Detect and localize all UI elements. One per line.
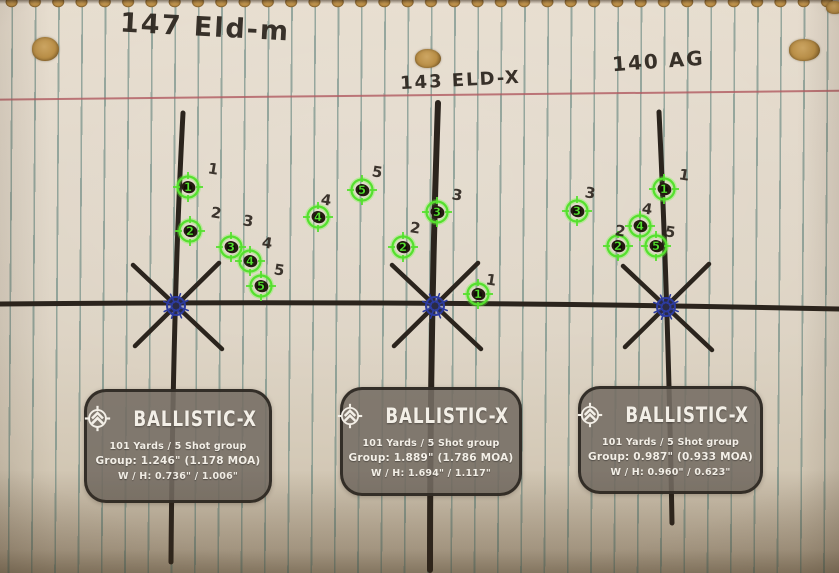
aim-x-mark — [389, 260, 484, 352]
ballistic-panel-1: BALLISTIC-X 101 Yards / 5 Shot group Gro… — [84, 389, 272, 503]
panel-stats: 101 Yards / 5 Shot group Group: 0.987" (… — [588, 436, 753, 480]
stat-distance-shots: 101 Yards / 5 Shot group — [601, 437, 740, 448]
target-line-vertical — [427, 100, 441, 573]
stat-width-height: W / H: 0.736" / 1.006" — [117, 471, 239, 482]
brand-row: BALLISTIC-X — [337, 403, 524, 429]
stat-group-size: Group: 1.246" (1.178 MOA) — [95, 455, 261, 468]
ballistic-panel-3: BALLISTIC-X 101 Yards / 5 Shot group Gro… — [577, 386, 764, 494]
stat-distance-shots: 101 Yards / 5 Shot group — [109, 441, 247, 452]
aim-x-mark — [130, 260, 225, 352]
brand-row: BALLISTIC-X — [84, 405, 272, 432]
aim-point-scribble — [421, 292, 449, 320]
aim-point-scribble — [652, 293, 680, 321]
paper-hole — [789, 39, 820, 61]
stat-width-height: W / H: 0.960" / 0.623" — [610, 467, 731, 478]
target-line-horizontal — [0, 300, 839, 312]
ballistic-x-brand: BALLISTIC-X — [385, 404, 510, 428]
stat-group-size: Group: 0.987" (0.933 MOA) — [588, 451, 753, 464]
paper-hole — [826, 1, 839, 14]
ballistic-x-logo-icon — [577, 402, 603, 428]
panel-stats: 101 Yards / 5 Shot group Group: 1.889" (… — [349, 437, 514, 481]
ballistic-x-logo-icon — [338, 403, 363, 429]
aim-x-mark — [620, 261, 715, 353]
stat-group-size: Group: 1.889" (1.786 MOA) — [348, 452, 514, 465]
perforation-shadow — [0, 0, 839, 4]
ballistic-x-logo-icon — [84, 405, 111, 432]
stat-distance-shots: 101 Yards / 5 Shot group — [362, 438, 500, 449]
brand-row: BALLISTIC-X — [577, 402, 764, 428]
aim-point-scribble — [162, 292, 190, 320]
paper-hole — [415, 49, 441, 68]
stat-width-height: W / H: 1.694" / 1.117" — [370, 468, 492, 479]
paper-hole — [32, 37, 59, 61]
ballistic-panel-2: BALLISTIC-X 101 Yards / 5 Shot group Gro… — [337, 387, 524, 496]
ballistic-x-brand: BALLISTIC-X — [625, 403, 749, 427]
ballistic-x-brand: BALLISTIC-X — [133, 406, 257, 431]
panel-stats: 101 Yards / 5 Shot group Group: 1.246" (… — [96, 440, 261, 484]
